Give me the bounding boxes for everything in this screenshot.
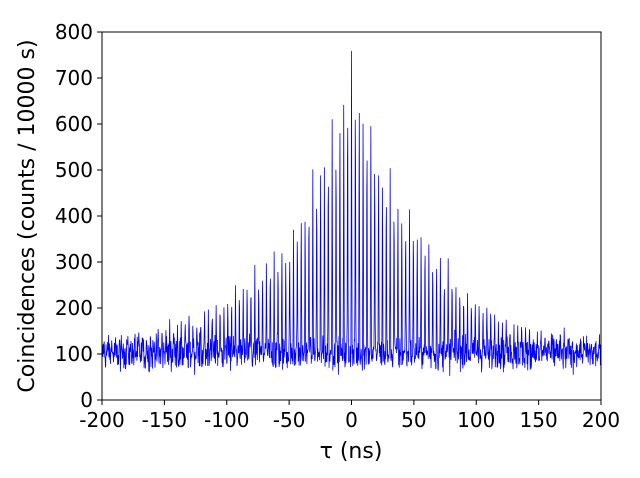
- x-tick-label: -150: [142, 408, 187, 432]
- x-axis-label: τ (ns): [320, 439, 383, 464]
- x-tick-label: 0: [345, 408, 358, 432]
- x-tick-label: -50: [273, 408, 306, 432]
- y-tick-label: 400: [55, 204, 93, 228]
- x-tick-label: -200: [79, 408, 124, 432]
- plot-series: [101, 50, 602, 376]
- y-tick-label: 200: [55, 296, 93, 320]
- series-line-0: [101, 50, 602, 376]
- y-tick-label: 100: [55, 342, 93, 366]
- y-axis-label: Coincidences (counts / 10000 s): [15, 39, 40, 392]
- y-tick-label: 0: [80, 388, 93, 412]
- y-tick-label: 600: [55, 112, 93, 136]
- x-tick-label: 100: [457, 408, 495, 432]
- y-tick-label: 500: [55, 158, 93, 182]
- x-axis: -200 -150 -100 -50 0 50 100 150 200: [79, 400, 620, 432]
- y-tick-label: 700: [55, 66, 93, 90]
- y-tick-label: 300: [55, 250, 93, 274]
- y-axis: 0 100 200 300 400 500 600 700 800: [55, 20, 102, 412]
- x-tick-label: -100: [204, 408, 249, 432]
- x-tick-label: 50: [401, 408, 426, 432]
- x-tick-label: 200: [582, 408, 620, 432]
- x-tick-label: 150: [520, 408, 558, 432]
- y-tick-label: 800: [55, 20, 93, 44]
